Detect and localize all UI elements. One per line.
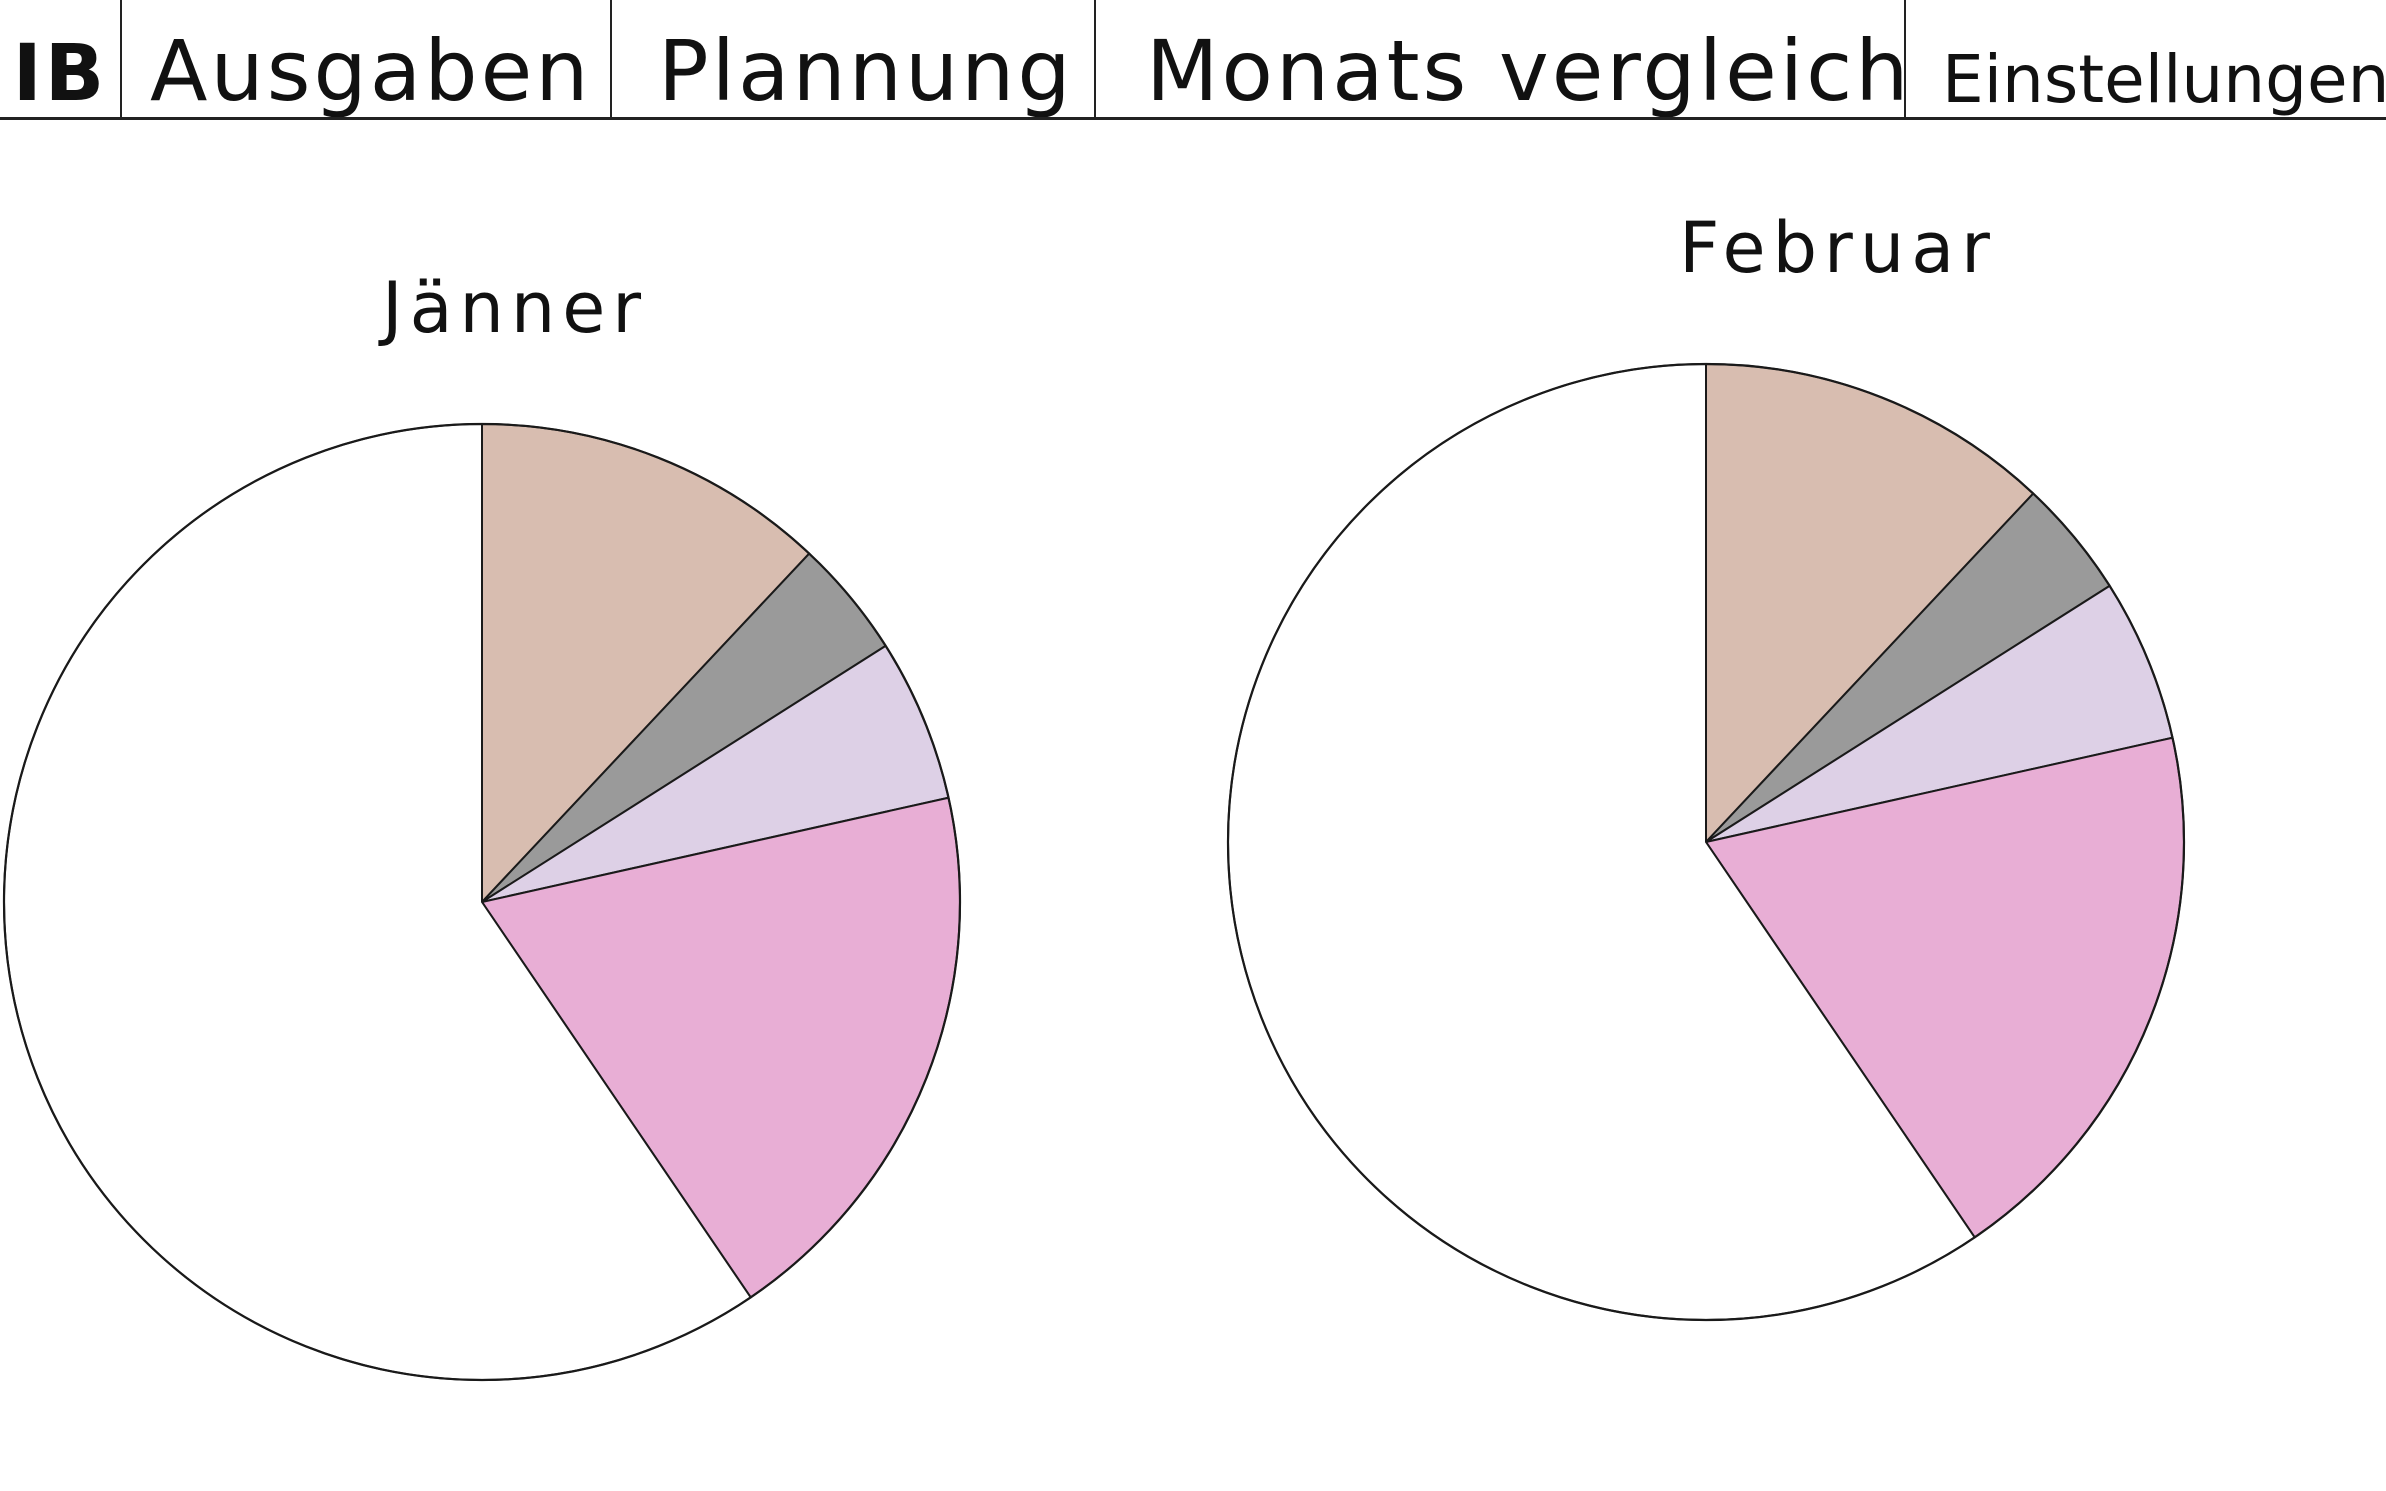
nav-divider (1094, 0, 1096, 120)
pie-outline (1226, 362, 2186, 1322)
nav-divider (610, 0, 612, 120)
top-navigation-bar: IB Ausgaben Plannung Monats vergleich Ei… (0, 0, 2386, 120)
nav-divider (1904, 0, 1906, 120)
tab-ausgaben[interactable]: Ausgaben (150, 22, 592, 117)
pie-chart-jaenner: Jänner (2, 267, 962, 1382)
tab-monatsvergleich[interactable]: Monats vergleich (1146, 22, 1904, 117)
nav-divider (120, 0, 122, 120)
pie-slices (1227, 362, 2185, 1321)
charts-area: Jänner Februar (2, 207, 2186, 1382)
pie-outline (2, 422, 962, 1382)
chart-title-februar: Februar (1679, 207, 1997, 289)
tab-einstellungen[interactable]: Einstellungen (1942, 41, 2386, 117)
tab-plannung[interactable]: Plannung (658, 22, 1074, 117)
logo[interactable]: IB (12, 29, 108, 117)
pie-slices (3, 422, 961, 1381)
chart-title-jaenner: Jänner (378, 267, 648, 349)
pie-chart-februar: Februar (1226, 207, 2186, 1322)
